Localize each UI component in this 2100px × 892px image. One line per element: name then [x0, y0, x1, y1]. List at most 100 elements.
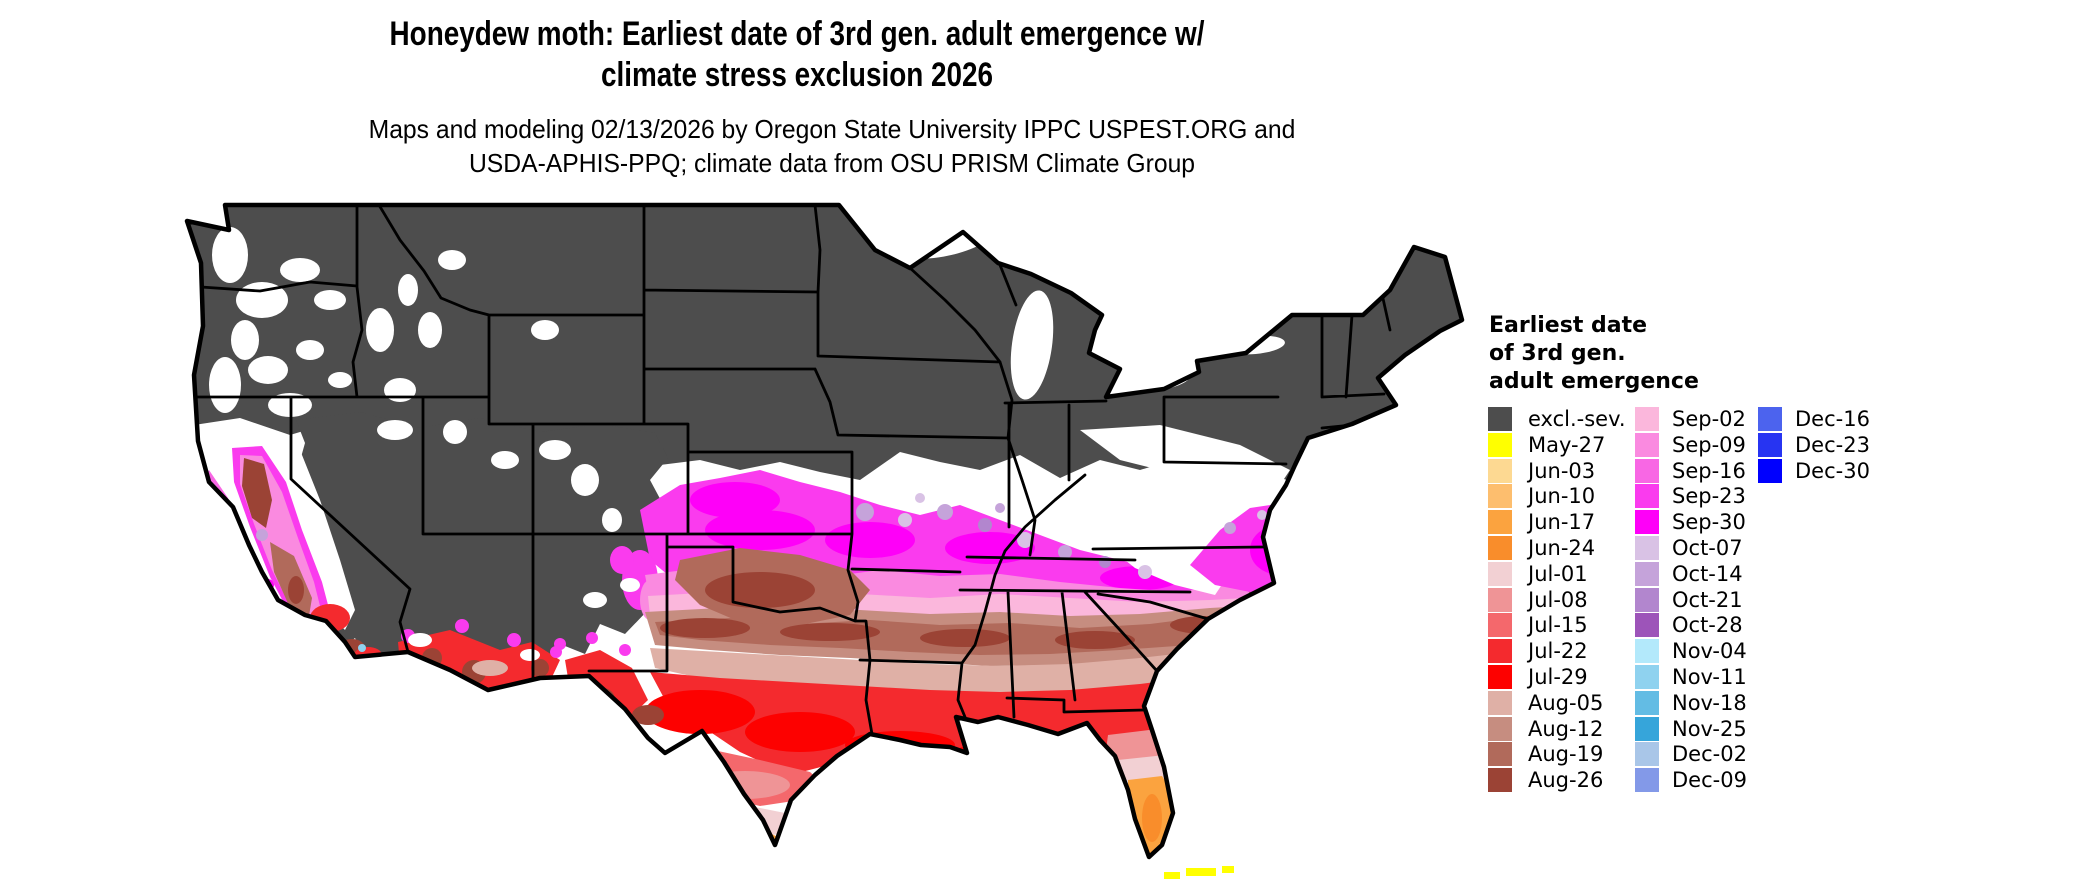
legend-row: Sep-16	[1635, 458, 1746, 484]
region-oct-speck	[1224, 522, 1236, 534]
legend-swatch	[1635, 536, 1659, 560]
legend-swatch	[1758, 407, 1782, 431]
legend-label: May-27	[1528, 432, 1606, 457]
legend-label: Jun-03	[1528, 458, 1596, 483]
region-mtn-white	[491, 451, 519, 469]
legend-label: Oct-21	[1672, 587, 1743, 612]
region-mtn-white	[520, 649, 540, 661]
region-sep30-core	[690, 482, 780, 518]
legend-row: Jul-15	[1488, 612, 1588, 638]
region-nov-speck	[342, 657, 348, 663]
legend-label: Nov-18	[1672, 690, 1747, 715]
region-oct-speck	[915, 493, 925, 503]
legend-swatch	[1488, 561, 1512, 586]
legend-swatch	[1488, 665, 1512, 689]
region-sierra-white	[288, 450, 355, 630]
region-nm-magenta-fringe	[586, 632, 598, 644]
legend-label: Sep-23	[1672, 484, 1746, 509]
region-nm-magenta	[610, 546, 634, 574]
legend-swatch	[1635, 458, 1659, 483]
legend-swatch	[1488, 587, 1512, 612]
map-fill-layers	[187, 205, 1462, 857]
legend-label: Sep-09	[1672, 432, 1746, 457]
legend-label: Oct-07	[1672, 536, 1743, 560]
region-jul29-core	[1160, 725, 1240, 751]
region-mtn-white	[620, 578, 640, 592]
region-oct-speck	[937, 504, 953, 520]
us-outline	[184, 202, 1465, 860]
map-title-line-1: Honeydew moth: Earliest date of 3rd gen.…	[389, 15, 1205, 53]
legend-swatch	[1488, 484, 1512, 509]
legend-row: Jul-22	[1488, 638, 1588, 664]
legend-row: May-27	[1488, 432, 1605, 458]
legend-title: Earliest date of 3rd gen. adult emergenc…	[1489, 312, 1699, 396]
legend-label: excl.-sev.	[1528, 407, 1626, 431]
legend-row: Dec-30	[1758, 458, 1870, 484]
legend-swatch	[1488, 690, 1512, 715]
legend-row: Jun-24	[1488, 535, 1595, 561]
legend-row: Sep-09	[1635, 432, 1746, 458]
legend-row: Dec-09	[1635, 767, 1747, 793]
map-subtitle-line-2: USDA-APHIS-PPQ; climate data from OSU PR…	[468, 148, 1196, 178]
legend-row: Aug-12	[1488, 716, 1603, 742]
legend-swatch	[1635, 639, 1659, 664]
legend-swatch	[1635, 716, 1659, 741]
legend-swatch	[1635, 407, 1659, 431]
map-subtitle-line-1: Maps and modeling 02/13/2026 by Oregon S…	[368, 114, 1296, 144]
legend-title-line-1: Earliest date	[1489, 313, 1648, 338]
region-mtn-white	[248, 356, 288, 384]
legend-label: Dec-09	[1672, 768, 1747, 793]
region-mtn-white	[602, 508, 622, 532]
region-oct-speck	[1257, 510, 1267, 520]
legend-label: Oct-14	[1672, 561, 1743, 586]
legend-label: Aug-12	[1528, 716, 1604, 741]
legend-swatch	[1488, 510, 1512, 535]
region-az-magenta-fringe	[455, 619, 469, 633]
legend-row: Jul-29	[1488, 664, 1588, 690]
region-wtx-brown	[632, 705, 664, 725]
region-nov-speck	[354, 668, 362, 676]
region-aug26-core	[705, 572, 815, 608]
legend-swatch	[1488, 407, 1512, 431]
legend-swatch	[1635, 613, 1659, 638]
legend-swatch	[1758, 458, 1782, 483]
legend-row: Jul-01	[1488, 561, 1588, 587]
legend-row: Aug-26	[1488, 767, 1603, 793]
region-jul29-core	[1245, 675, 1295, 705]
legend-label: Nov-11	[1672, 665, 1747, 689]
legend-label: Jun-24	[1528, 536, 1596, 560]
region-aug26-core	[660, 618, 750, 638]
legend-row: Dec-16	[1758, 406, 1870, 432]
legend-swatch	[1488, 458, 1512, 483]
region-oct-speck	[856, 503, 874, 521]
region-jul29-core	[645, 690, 755, 734]
region-mtn-white	[539, 440, 571, 460]
region-sep30-core	[705, 510, 815, 550]
legend-label: Sep-30	[1672, 510, 1746, 535]
legend-swatch	[1635, 432, 1659, 457]
legend-row: Oct-14	[1635, 561, 1743, 587]
legend-swatch	[1488, 613, 1512, 638]
region-chesapeake-core	[1250, 525, 1310, 575]
legend-label: Jul-22	[1528, 639, 1588, 664]
legend-swatch	[1488, 716, 1512, 741]
legend-swatch	[1488, 432, 1512, 457]
region-fl-keys	[1186, 868, 1216, 876]
region-az-magenta-fringe	[507, 633, 521, 647]
region-mtn-white	[366, 308, 394, 352]
legend-swatch	[1758, 432, 1782, 457]
region-oct-speck	[898, 513, 912, 527]
legend-row: Sep-30	[1635, 509, 1746, 535]
legend-row: Dec-23	[1758, 432, 1870, 458]
legend-label: Dec-02	[1672, 742, 1747, 767]
region-mtn-white	[531, 320, 559, 340]
legend-label: Nov-25	[1672, 716, 1747, 741]
region-fl-keys	[1222, 866, 1234, 873]
region-nm-magenta-fringe	[619, 644, 631, 656]
legend-swatch	[1488, 639, 1512, 664]
region-stx-orange-core	[732, 830, 768, 846]
region-mtn-white	[408, 633, 432, 647]
legend-row: Oct-21	[1635, 587, 1743, 613]
legend-row: Dec-02	[1635, 741, 1747, 767]
legend-title-line-2: of 3rd gen.	[1489, 341, 1626, 366]
